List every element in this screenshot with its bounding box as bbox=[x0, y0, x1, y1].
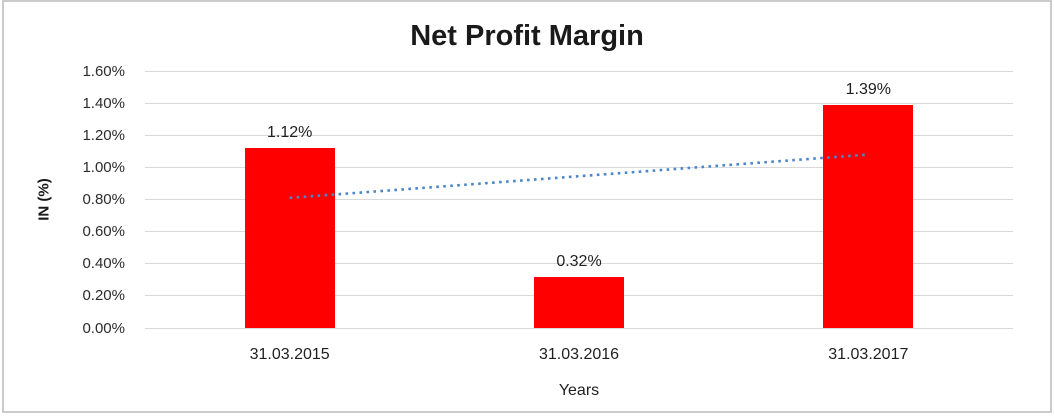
gridline bbox=[145, 231, 1013, 233]
y-tick-label: 0.20% bbox=[82, 287, 125, 305]
gridline bbox=[145, 263, 1013, 265]
gridline bbox=[145, 199, 1013, 200]
gridline bbox=[145, 327, 1013, 329]
y-tick-label: 1.20% bbox=[82, 126, 125, 144]
y-tick-label: 1.60% bbox=[82, 62, 125, 80]
x-tick-label: 31.03.2017 bbox=[828, 346, 909, 363]
y-tick-label: 1.00% bbox=[82, 158, 125, 176]
x-axis-title: Years bbox=[558, 382, 600, 399]
x-tick-label: 31.03.2015 bbox=[249, 346, 330, 363]
chart-title: Net Profit Margin bbox=[410, 20, 644, 52]
y-tick-label: 0.40% bbox=[82, 255, 125, 273]
bar-data-label: 1.39% bbox=[845, 80, 892, 98]
bar-data-label: 1.12% bbox=[266, 124, 313, 142]
bar-data-label: 0.32% bbox=[556, 252, 602, 270]
bar bbox=[534, 276, 624, 328]
gridline bbox=[145, 134, 1013, 136]
y-tick-label: 0.60% bbox=[82, 223, 125, 241]
bar bbox=[823, 104, 914, 328]
y-tick-label: 0.80% bbox=[82, 191, 125, 208]
x-tick-label: 31.03.2016 bbox=[538, 346, 620, 363]
bar bbox=[244, 148, 335, 328]
gridline bbox=[145, 70, 1013, 72]
y-tick-label: 0.00% bbox=[82, 319, 125, 337]
y-tick-label: 1.40% bbox=[82, 94, 125, 112]
gridline bbox=[145, 102, 1013, 104]
